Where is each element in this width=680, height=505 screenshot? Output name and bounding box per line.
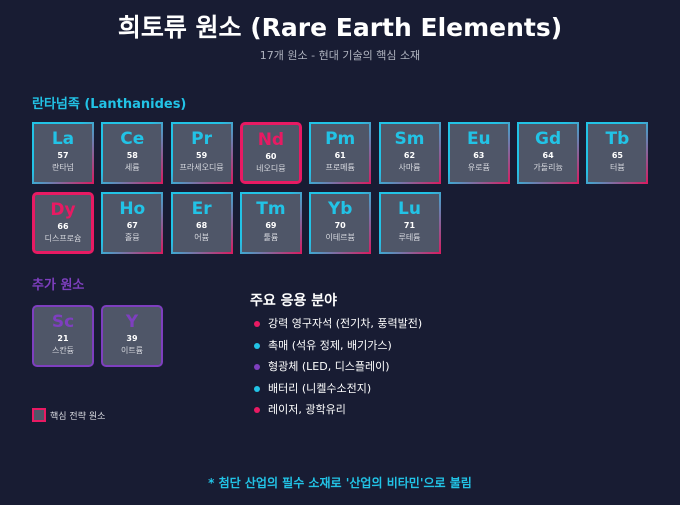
element-symbol: Sm: [394, 129, 425, 149]
element-symbol: Gd: [535, 129, 562, 149]
element-symbol: Dy: [50, 200, 76, 220]
element-name: 이트륨: [120, 346, 144, 355]
legend-swatch: [32, 408, 46, 422]
element-symbol: Tb: [605, 129, 630, 149]
element-name: 란타넘: [51, 163, 75, 172]
footer-note: * 첨단 산업의 필수 소재로 '산업의 비타민'으로 불림: [208, 476, 472, 490]
element-symbol: La: [51, 129, 75, 149]
application-item: 촉매 (석유 정제, 배기가스): [254, 337, 392, 353]
extra-heading: 추가 원소: [32, 278, 85, 293]
atomic-number: 65: [611, 151, 623, 160]
atomic-number: 62: [403, 151, 416, 160]
element-name: 툴륨: [263, 233, 279, 242]
element-symbol: Pm: [325, 129, 356, 149]
element-tm: Tm 69 툴륨: [239, 192, 302, 254]
element-eu: Eu 63 유로퓸: [447, 122, 510, 184]
atomic-number: 61: [334, 151, 346, 160]
application-text: 강력 영구자석 (전기차, 풍력발전): [268, 317, 423, 330]
element-symbol: Tm: [256, 199, 286, 219]
element-pr: Pr 59 프라세오디뮴: [170, 122, 233, 184]
element-name: 네오디뮴: [256, 164, 286, 173]
element-symbol: Ho: [119, 199, 146, 219]
atomic-number: 66: [57, 222, 69, 231]
element-pm: Pm 61 프로메튬: [309, 122, 372, 184]
element-name: 어븀: [194, 233, 209, 242]
element-symbol: Sc: [51, 312, 75, 332]
element-name: 프로메튬: [325, 163, 355, 172]
atomic-number: 63: [473, 151, 485, 160]
element-name: 스칸듐: [51, 346, 75, 355]
element-y: Y 39 이트륨: [101, 305, 163, 367]
application-text: 레이저, 광학유리: [268, 403, 346, 416]
element-symbol: Eu: [466, 129, 491, 149]
bullet-dot-icon: [254, 342, 260, 349]
lanthanides-heading: 란타넘족 (Lanthanides): [32, 97, 187, 112]
atomic-number: 67: [126, 221, 138, 230]
element-name: 사마륨: [398, 163, 421, 172]
atomic-number: 70: [334, 221, 346, 230]
atomic-number: 39: [126, 334, 138, 343]
element-sm: Sm 62 사마륨: [378, 122, 441, 184]
application-item: 강력 영구자석 (전기차, 풍력발전): [254, 315, 422, 331]
bullet-dot-icon: [254, 321, 260, 327]
element-ce: Ce 58 세륨: [101, 122, 164, 184]
application-item: 배터리 (니켈수소전지): [254, 380, 371, 396]
element-name: 세륨: [124, 163, 140, 172]
element-nd: Nd 60 네오디뮴: [239, 122, 302, 184]
element-symbol: Lu: [398, 199, 421, 219]
application-text: 배터리 (니켈수소전지): [268, 381, 372, 395]
subtitle: 17개 원소 - 현대 기술의 핵심 소재: [259, 49, 421, 62]
application-text: 촉매 (석유 정제, 배기가스): [268, 338, 392, 352]
atomic-number: 60: [265, 152, 277, 161]
page-title: 희토류 원소 (Rare Earth Elements): [117, 13, 563, 42]
element-symbol: Nd: [257, 130, 285, 150]
bullet-dot-icon: [254, 407, 260, 413]
application-text: 형광체 (LED, 디스플레이): [268, 360, 390, 373]
atomic-number: 59: [196, 151, 208, 160]
bullet-dot-icon: [254, 364, 260, 370]
element-name: 이테르븀: [325, 233, 355, 242]
element-ho: Ho 67 홀뮴: [101, 192, 164, 254]
atomic-number: 57: [57, 151, 69, 160]
element-tb: Tb 65 터븀: [586, 122, 649, 184]
element-name: 가돌리늄: [533, 163, 563, 172]
element-er: Er 68 어븀: [170, 192, 233, 254]
element-symbol: Yb: [327, 199, 353, 219]
element-symbol: Ce: [120, 129, 145, 149]
element-symbol: Y: [125, 312, 139, 332]
applications-heading: 주요 응용 분야: [250, 293, 338, 309]
atomic-number: 58: [126, 151, 138, 160]
element-gd: Gd 64 가돌리늄: [517, 122, 580, 184]
atomic-number: 71: [403, 221, 416, 230]
atomic-number: 64: [542, 151, 554, 160]
element-name: 홀뮴: [124, 233, 140, 242]
element-name: 루테튬: [398, 233, 421, 242]
element-symbol: Pr: [191, 129, 213, 149]
application-item: 레이저, 광학유리: [254, 401, 346, 417]
atomic-number: 68: [196, 221, 208, 230]
bullet-dot-icon: [254, 385, 260, 392]
element-name: 디스프로슘: [44, 234, 82, 243]
element-la: La 57 란타넘: [32, 122, 94, 184]
atomic-number: 69: [265, 221, 277, 230]
element-dy: Dy 66 디스프로슘: [32, 192, 94, 254]
element-symbol: Er: [191, 199, 212, 219]
legend-label: 핵심 전략 원소: [50, 412, 106, 422]
element-name: 유로퓸: [467, 163, 490, 172]
application-item: 형광체 (LED, 디스플레이): [254, 358, 390, 374]
element-sc: Sc 21 스칸듐: [32, 305, 94, 367]
element-lu: Lu 71 루테튬: [378, 192, 441, 254]
atomic-number: 21: [57, 334, 69, 343]
element-name: 프라세오디뮴: [179, 163, 224, 172]
element-yb: Yb 70 이테르븀: [309, 192, 372, 254]
element-name: 터븀: [610, 163, 625, 172]
